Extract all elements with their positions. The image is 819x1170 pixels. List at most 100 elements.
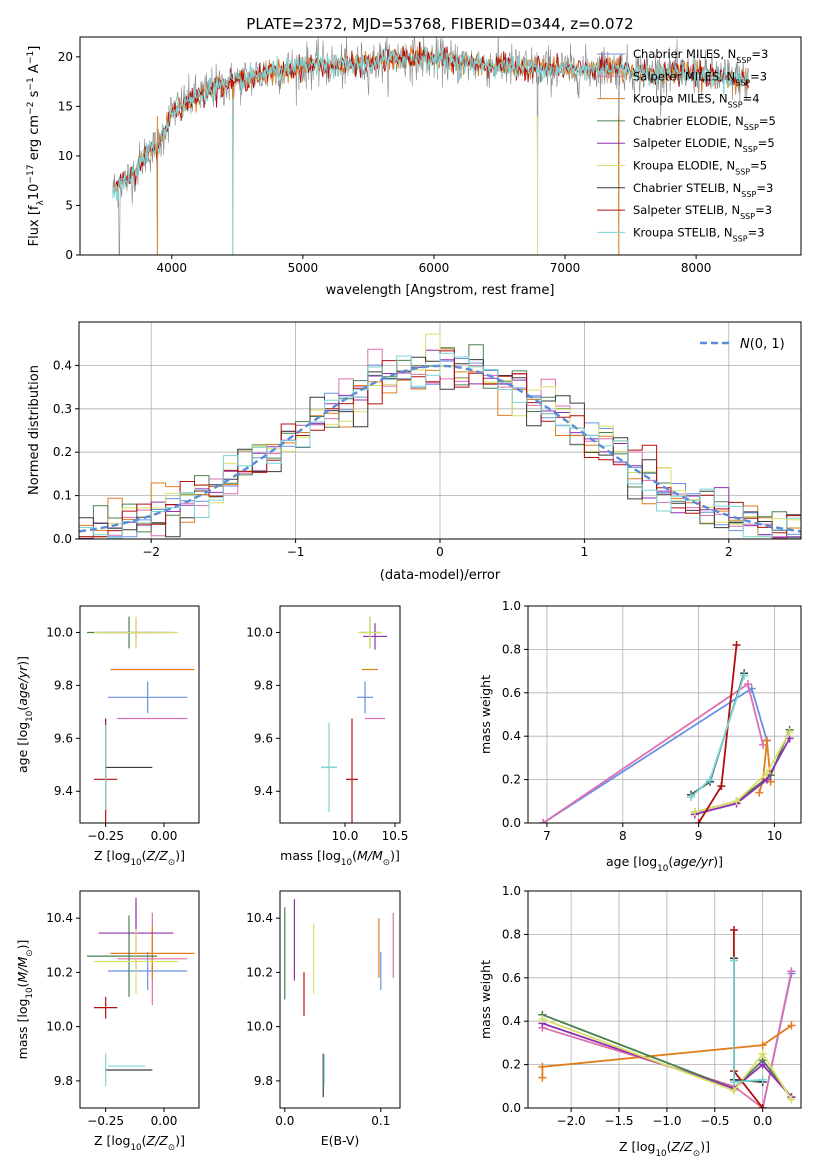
- label-part: (: [142, 1133, 147, 1148]
- label-part: 10: [130, 1143, 141, 1153]
- weight-marker: [758, 1049, 767, 1058]
- axes-frame: [79, 890, 200, 1109]
- weight-marker: [732, 641, 741, 650]
- label-part: M/M: [357, 848, 383, 863]
- label-part: Z [log: [619, 1139, 655, 1154]
- label-part: s: [27, 90, 42, 101]
- label-part: =5: [758, 136, 775, 150]
- legend-entry: Salpeter ELODIE, NSSP=5: [633, 136, 775, 154]
- legend-entry: Kroupa ELODIE, NSSP=5: [633, 159, 767, 177]
- y-tick-label: 10.4: [46, 911, 73, 925]
- x-axis-label: age [log10(age/yr)]: [606, 854, 723, 874]
- label-part: =3: [755, 203, 772, 217]
- x-tick-label: 0.0: [275, 1114, 294, 1128]
- axes-frame: [279, 605, 401, 824]
- axes-frame: [79, 605, 200, 824]
- x-axis-label: Z [log10(Z/Z⊙)]: [94, 1133, 185, 1153]
- weight-marker: [729, 926, 738, 935]
- y-tick-label: 0.1: [53, 489, 72, 503]
- label-part: −2: [26, 102, 36, 115]
- weight-marker: [787, 1021, 796, 1030]
- y-tick-label: 0.8: [502, 927, 521, 941]
- weight-marker: [690, 808, 699, 817]
- legend-entry: Salpeter MILES, NSSP=3: [633, 69, 767, 87]
- label-part: M/M: [15, 957, 30, 983]
- label-part: =3: [750, 69, 767, 83]
- y-tick-label: 9.6: [54, 731, 73, 745]
- weight-marker: [538, 1015, 547, 1024]
- x-tick-label: 10: [767, 829, 782, 843]
- axes-age_vs_Z: −0.25 0.009.49.69.810.0Z [log10(Z/Z⊙)]age…: [15, 605, 200, 868]
- y-tick-label: 0.4: [502, 1014, 521, 1028]
- x-axis-label: (data-model)/error: [380, 568, 501, 583]
- legend-entry: Chabrier STELIB, NSSP=3: [633, 181, 773, 199]
- y-axis-label: age [log10(age/yr)]: [15, 656, 35, 773]
- x-tick-label: −0.5: [700, 1114, 729, 1128]
- y-axis-label: Normed distribution: [27, 365, 42, 495]
- y-tick-label: 10.2: [246, 965, 273, 979]
- y-tick-label: 10.2: [46, 965, 73, 979]
- label-part: =3: [756, 181, 773, 195]
- y-tick-label: 0.0: [502, 1101, 521, 1115]
- weight-marker: [717, 782, 726, 791]
- label-part: Salpeter MILES, N: [633, 69, 735, 83]
- weight-marker: [694, 819, 703, 823]
- label-part: mass [log: [15, 999, 30, 1060]
- label-part: Chabrier ELODIE, N: [633, 114, 744, 128]
- plot-area: [87, 897, 195, 1087]
- weight-marker: [729, 956, 738, 965]
- weight-marker: [539, 819, 548, 823]
- x-axis-label: wavelength [Angstrom, rest frame]: [326, 283, 555, 298]
- x-tick-label: −1: [287, 545, 305, 559]
- x-tick-label: 8: [619, 829, 627, 843]
- normal-curve: [79, 364, 801, 533]
- weight-line: [542, 1013, 793, 1098]
- model-line: [112, 45, 749, 202]
- label-part: 10: [25, 711, 35, 722]
- plot-area: [112, 37, 749, 255]
- label-part: Kroupa MILES, N: [633, 92, 728, 106]
- label-part: SSP: [736, 56, 751, 65]
- weight-marker: [787, 967, 796, 976]
- histogram-step: [79, 350, 801, 538]
- label-part: =5: [750, 159, 767, 173]
- axes-frame: [527, 890, 802, 1109]
- axes-frame: [279, 890, 401, 1109]
- label-part: SSP: [741, 189, 756, 198]
- x-tick-label: −1.0: [652, 1114, 681, 1128]
- label-part: )]: [390, 848, 400, 863]
- label-part: −1: [26, 77, 36, 90]
- label-part: SSP: [735, 78, 750, 87]
- legend-entry: Salpeter STELIB, NSSP=3: [633, 203, 772, 221]
- label-part: )]: [700, 1139, 710, 1154]
- label-part: age/yr: [673, 854, 714, 869]
- y-tick-label: 0.0: [502, 816, 521, 830]
- axes-age_vs_mass: 10.0 10.5 9.4 9.6 9.8 10.0 mass [log10(M/M⊙)]: [246, 605, 408, 868]
- label-part: Z/Z: [146, 1133, 169, 1148]
- label-part: 10: [655, 1149, 666, 1159]
- y-tick-label: 9.4: [54, 784, 73, 798]
- weight-marker: [740, 671, 749, 680]
- label-part: 10: [25, 987, 35, 998]
- y-tick-label: 10.0: [246, 1020, 273, 1034]
- x-tick-label: 0.1: [371, 1114, 390, 1128]
- y-tick-label: 0.2: [502, 1058, 521, 1072]
- label-part: Kroupa ELODIE, N: [633, 159, 735, 173]
- weight-marker: [538, 1062, 547, 1071]
- label-part: SSP: [735, 167, 750, 176]
- x-tick-label: 0.0: [753, 1114, 772, 1128]
- label-part: ⊙: [383, 858, 390, 868]
- label-part: (: [142, 848, 147, 863]
- label-part: Chabrier STELIB, N: [633, 181, 741, 195]
- label-part: 10: [341, 858, 352, 868]
- x-tick-label: 7: [543, 829, 551, 843]
- label-part: Salpeter STELIB, N: [633, 203, 740, 217]
- label-part: =5: [759, 114, 776, 128]
- y-tick-label: 10.0: [46, 1020, 73, 1034]
- y-tick-label: 9.4: [254, 784, 273, 798]
- label-part: ]: [27, 46, 42, 51]
- label-part: erg cm: [27, 115, 42, 164]
- label-part: age [log: [15, 722, 30, 773]
- legend-entry: Kroupa MILES, NSSP=4: [633, 92, 760, 110]
